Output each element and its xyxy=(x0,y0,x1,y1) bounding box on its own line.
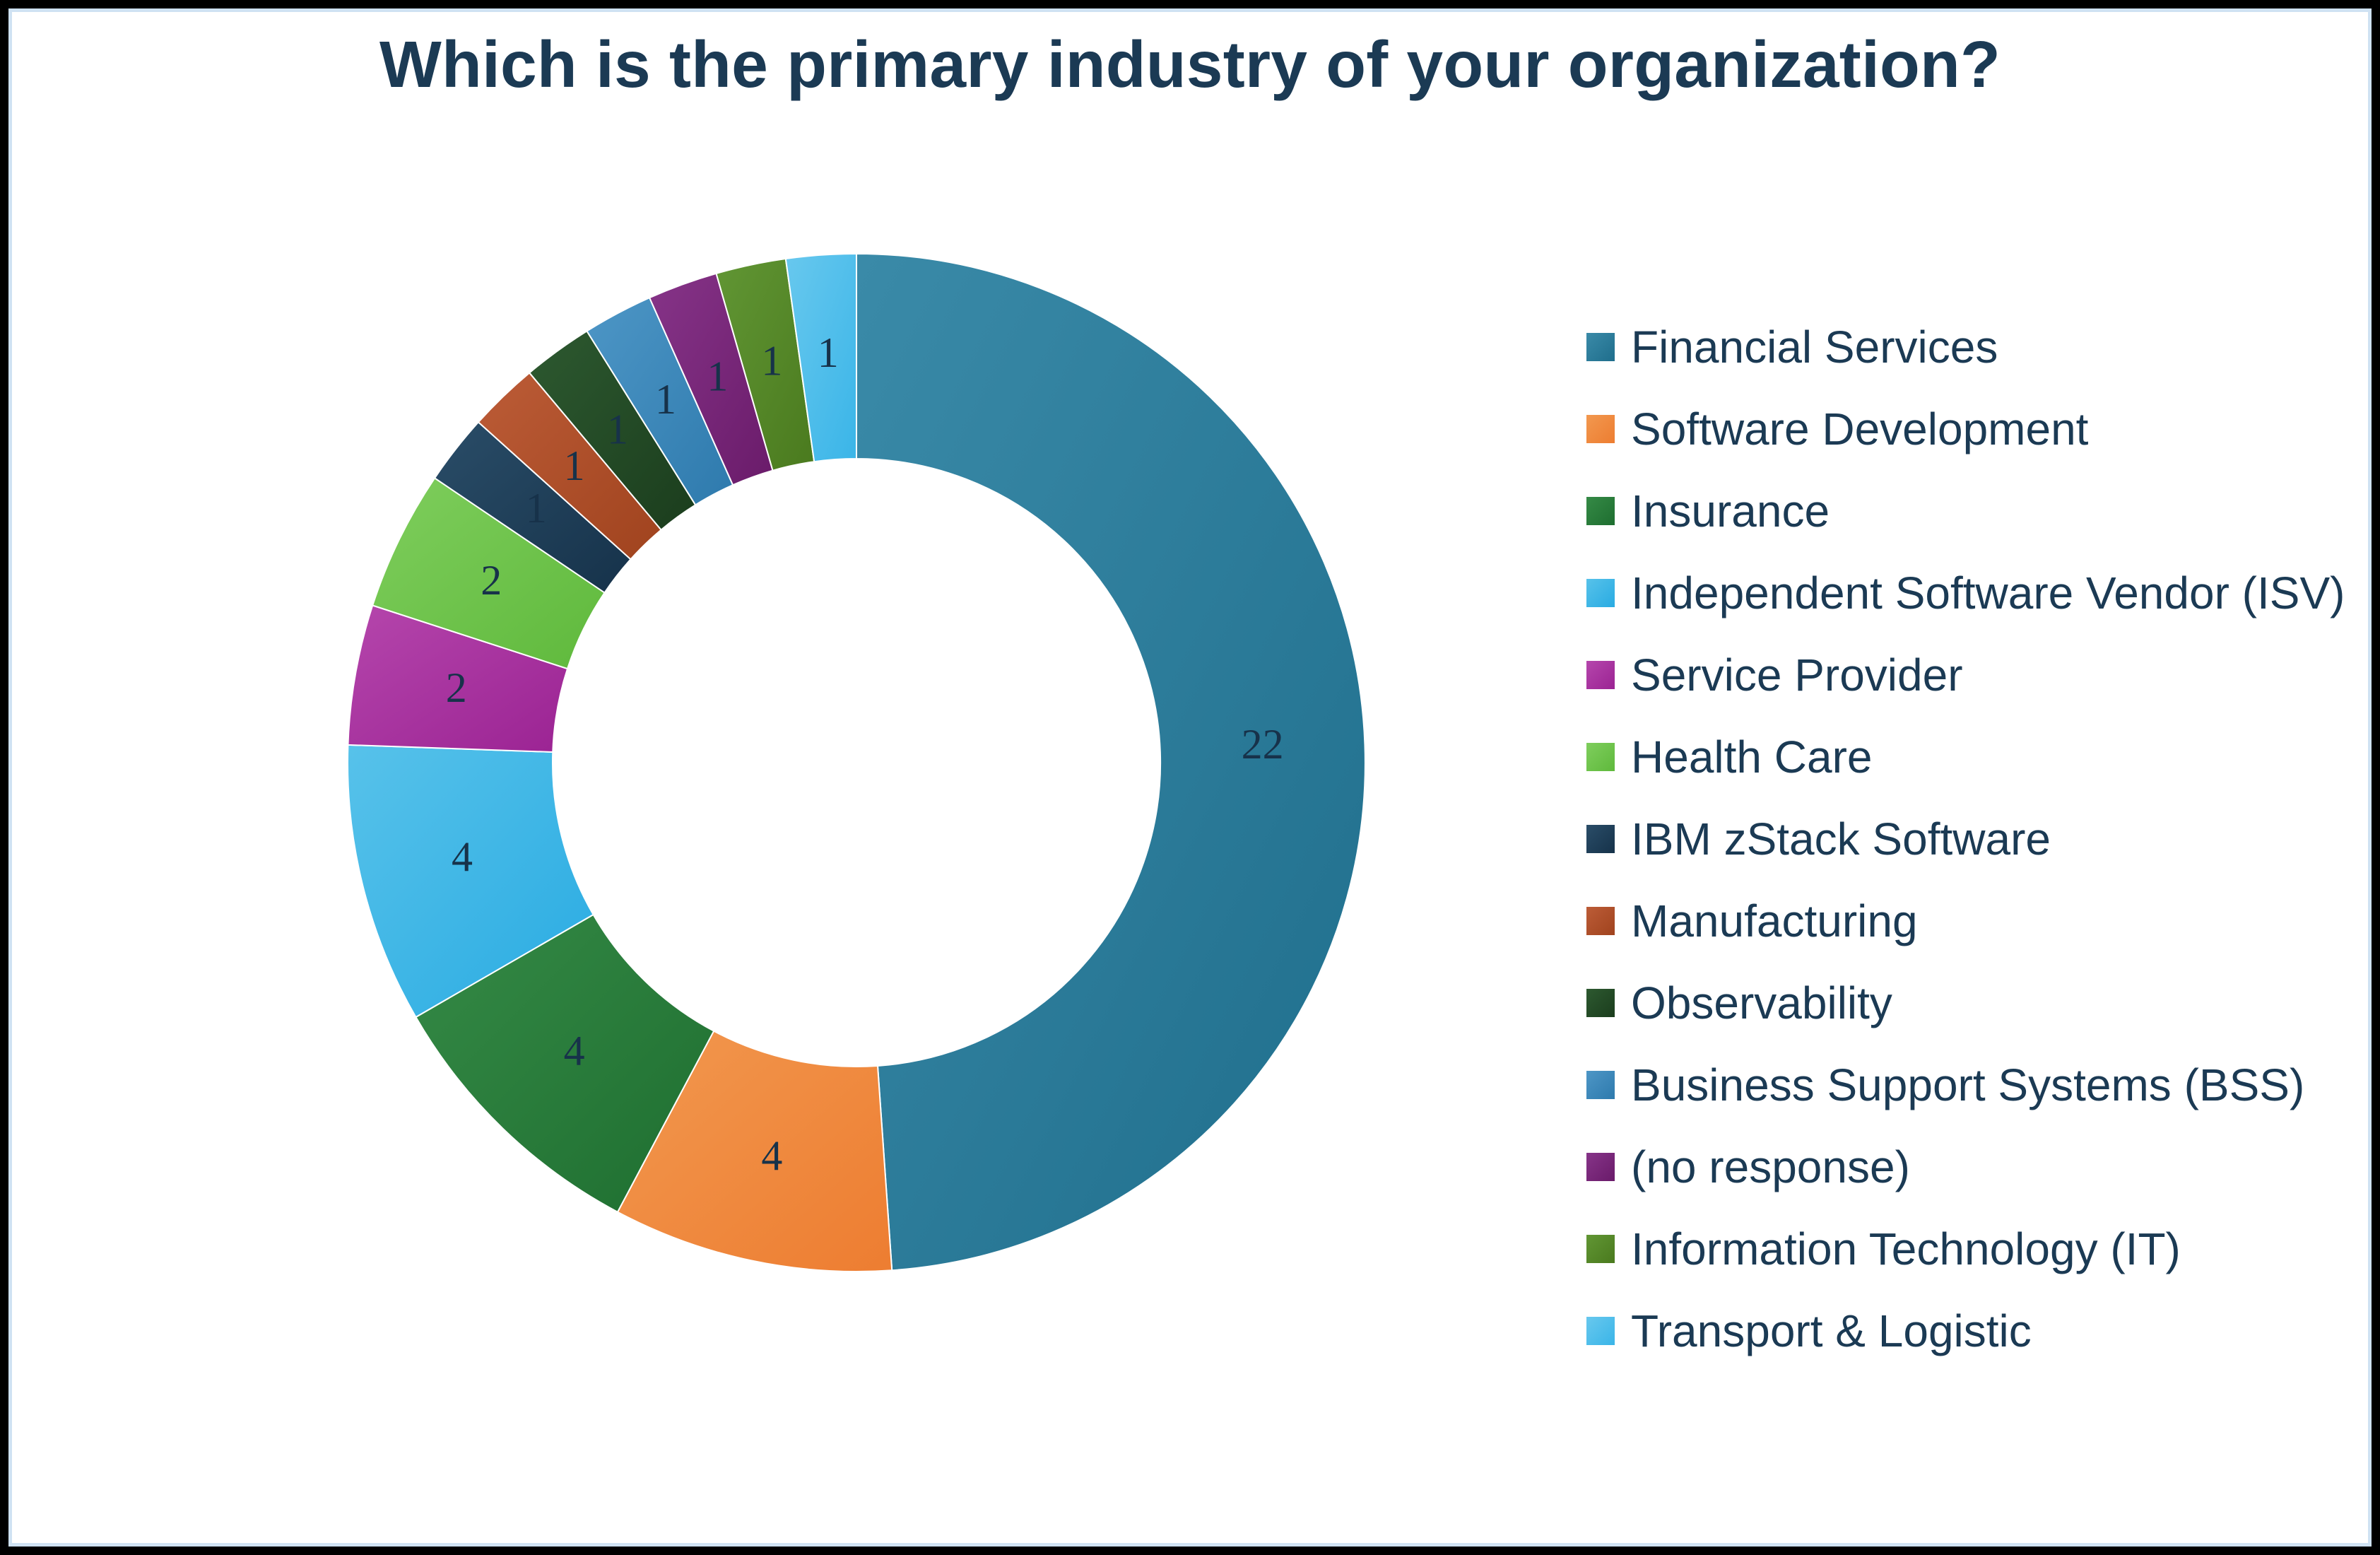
svg-text:22: 22 xyxy=(1242,721,1284,768)
svg-text:1: 1 xyxy=(818,329,839,376)
svg-text:4: 4 xyxy=(761,1132,782,1179)
svg-text:4: 4 xyxy=(452,833,473,880)
svg-text:1: 1 xyxy=(655,376,676,423)
svg-text:2: 2 xyxy=(446,664,467,711)
svg-text:2: 2 xyxy=(481,557,502,604)
svg-text:1: 1 xyxy=(607,406,628,453)
svg-text:1: 1 xyxy=(707,353,728,399)
svg-text:4: 4 xyxy=(564,1027,585,1074)
svg-text:1: 1 xyxy=(761,337,782,384)
svg-text:1: 1 xyxy=(564,442,585,489)
svg-text:1: 1 xyxy=(526,485,547,532)
